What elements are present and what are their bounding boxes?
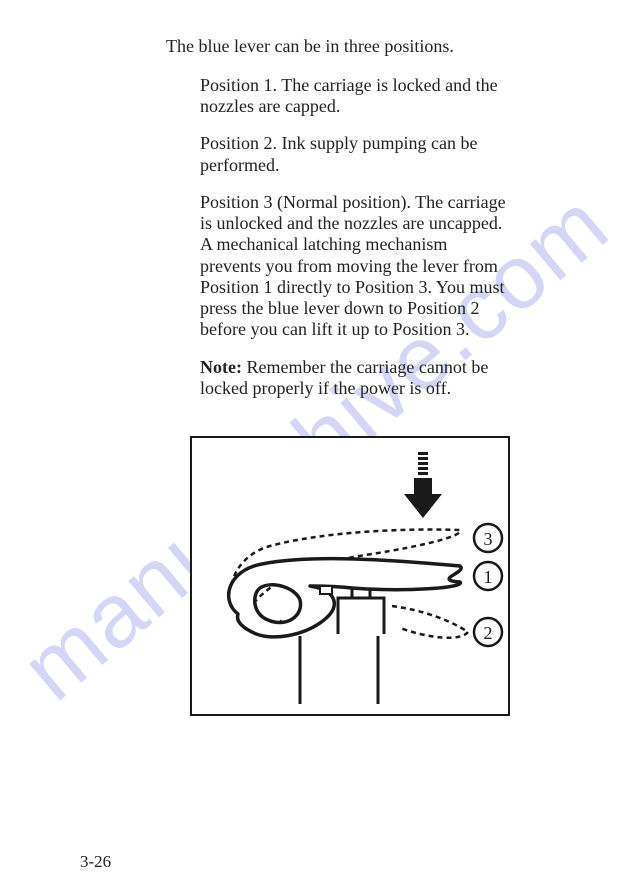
position-2-marker: 2 bbox=[474, 618, 502, 646]
position-3-marker: 3 bbox=[474, 524, 502, 552]
lever-diagram: 3 1 2 bbox=[190, 436, 510, 716]
position-1-marker: 1 bbox=[474, 562, 502, 590]
note-body: Remember the carriage cannot be locked p… bbox=[200, 357, 488, 398]
positions-block: Position 1. The carriage is locked and t… bbox=[200, 75, 510, 415]
note-label: Note: bbox=[200, 357, 242, 377]
svg-text:3: 3 bbox=[484, 529, 493, 549]
page-number: 3-26 bbox=[80, 852, 111, 872]
down-arrow-icon bbox=[404, 452, 442, 518]
note-text: Note: Remember the carriage cannot be lo… bbox=[200, 357, 510, 399]
svg-text:1: 1 bbox=[484, 567, 493, 587]
position-1-text: Position 1. The carriage is locked and t… bbox=[200, 75, 510, 117]
position-3-text: Position 3 (Normal position). The carria… bbox=[200, 192, 510, 341]
position-2-text: Position 2. Ink supply pumping can be pe… bbox=[200, 133, 510, 175]
intro-text: The blue lever can be in three positions… bbox=[166, 36, 454, 57]
svg-text:2: 2 bbox=[484, 623, 493, 643]
